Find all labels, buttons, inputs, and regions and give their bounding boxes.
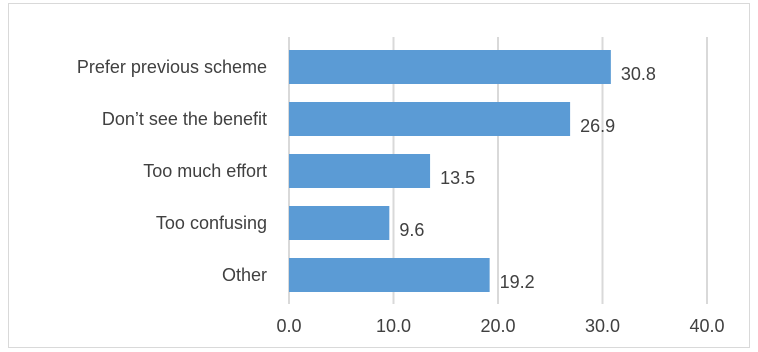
x-tick-label: 10.0	[376, 316, 411, 336]
data-label: 9.6	[399, 220, 424, 240]
bar	[289, 50, 611, 84]
data-label: 26.9	[580, 116, 615, 136]
category-label: Too confusing	[156, 213, 267, 233]
x-tick-label: 20.0	[480, 316, 515, 336]
data-label: 19.2	[500, 272, 535, 292]
bar-chart: 0.0 10.0 20.0 30.0 40.0 Prefer previous schem…	[77, 37, 725, 336]
labels: 0.0 10.0 20.0 30.0 40.0 Prefer previous schem…	[77, 57, 725, 336]
category-label: Don’t see the benefit	[102, 109, 267, 129]
data-label: 30.8	[621, 64, 656, 84]
data-label: 13.5	[440, 168, 475, 188]
chart-area: 0.0 10.0 20.0 30.0 40.0 Prefer previous schem…	[8, 3, 750, 348]
x-tick-label: 0.0	[276, 316, 301, 336]
x-tick-label: 30.0	[585, 316, 620, 336]
category-label: Other	[222, 265, 267, 285]
bar	[289, 258, 490, 292]
category-label: Prefer previous scheme	[77, 57, 267, 77]
bar	[289, 154, 431, 188]
category-label: Too much effort	[143, 161, 267, 181]
bar	[289, 102, 571, 136]
x-tick-label: 40.0	[689, 316, 724, 336]
bar	[289, 206, 390, 240]
bars	[289, 50, 611, 292]
